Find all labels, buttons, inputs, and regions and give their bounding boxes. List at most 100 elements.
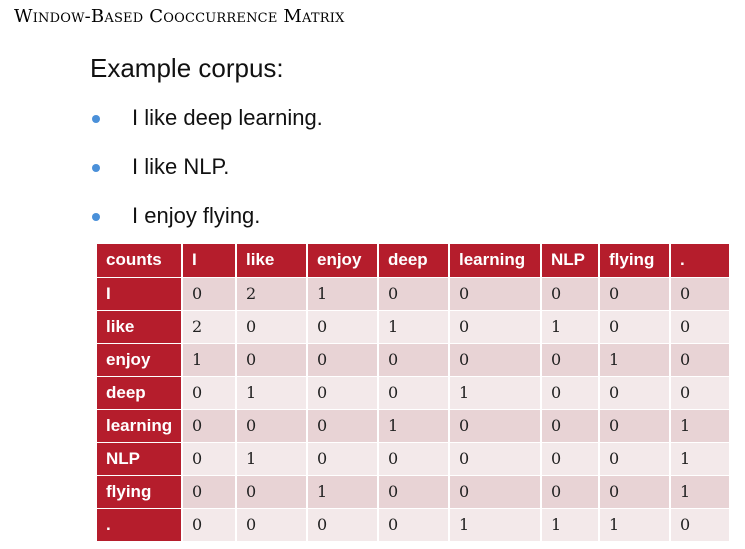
row-header: learning [97,409,183,443]
count-cell: 0 [236,310,308,344]
count-cell: 0 [307,343,379,377]
table-row: flying 0 0 1 0 0 0 0 1 [97,475,731,509]
count-cell: 0 [236,343,308,377]
count-cell: 0 [378,277,450,311]
bullet-icon [92,164,100,172]
count-cell: 0 [599,475,671,509]
count-cell: 1 [541,310,600,344]
row-header: I [97,277,183,311]
table-row: like 2 0 0 1 0 1 0 0 [97,310,731,344]
count-cell: 1 [599,343,671,377]
count-cell: 1 [182,343,237,377]
count-cell: 0 [236,508,308,542]
corpus-sentence-text: I enjoy flying. [132,203,261,228]
count-cell: 1 [541,508,600,542]
count-cell: 0 [541,475,600,509]
count-cell: 0 [182,508,237,542]
count-cell: 0 [182,277,237,311]
count-cell: 0 [670,343,731,377]
count-cell: 0 [541,277,600,311]
count-cell: 0 [599,442,671,476]
count-cell: 0 [599,310,671,344]
corpus-sentence-text: I like NLP. [132,154,230,179]
count-cell: 0 [670,376,731,410]
count-cell: 1 [236,442,308,476]
column-header: enjoy [307,244,379,278]
count-cell: 1 [307,475,379,509]
count-cell: 0 [599,376,671,410]
table-row: deep 0 1 0 0 1 0 0 0 [97,376,731,410]
count-cell: 0 [541,409,600,443]
count-cell: 0 [307,508,379,542]
row-header: . [97,508,183,542]
table-row: enjoy 1 0 0 0 0 0 1 0 [97,343,731,377]
count-cell: 0 [670,508,731,542]
bullet-icon [92,115,100,123]
count-cell: 0 [236,475,308,509]
count-cell: 0 [599,277,671,311]
row-header: NLP [97,442,183,476]
count-cell: 0 [378,475,450,509]
column-header: deep [378,244,450,278]
count-cell: 0 [307,310,379,344]
table-body: I 0 2 1 0 0 0 0 0 like 2 0 0 1 0 1 0 0 enjoy 1 0 0 0 0 0 1 0 deep 0 1… [97,277,731,542]
count-cell: 0 [307,376,379,410]
count-cell: 0 [449,343,542,377]
column-header: I [182,244,237,278]
column-header: counts [97,244,183,278]
count-cell: 0 [670,310,731,344]
count-cell: 1 [670,442,731,476]
count-cell: 0 [449,442,542,476]
count-cell: 0 [541,343,600,377]
count-cell: 0 [378,442,450,476]
count-cell: 0 [378,508,450,542]
count-cell: 1 [449,376,542,410]
count-cell: 0 [449,409,542,443]
count-cell: 0 [182,409,237,443]
column-header: learning [449,244,542,278]
count-cell: 0 [449,277,542,311]
row-header: enjoy [97,343,183,377]
count-cell: 0 [182,475,237,509]
count-cell: 0 [378,376,450,410]
count-cell: 1 [670,409,731,443]
count-cell: 0 [378,343,450,377]
table-header-row: counts I like enjoy deep learning NLP fl… [97,244,731,278]
count-cell: 1 [449,508,542,542]
count-cell: 1 [599,508,671,542]
count-cell: 0 [182,442,237,476]
count-cell: 2 [236,277,308,311]
table-row: NLP 0 1 0 0 0 0 0 1 [97,442,731,476]
count-cell: 0 [307,409,379,443]
corpus-heading: Example corpus: [90,53,284,83]
count-cell: 0 [307,442,379,476]
count-cell: 0 [236,409,308,443]
column-header: like [236,244,308,278]
cooccurrence-matrix-table: counts I like enjoy deep learning NLP fl… [97,244,731,542]
count-cell: 1 [236,376,308,410]
bullet-icon [92,213,100,221]
table-row: learning 0 0 0 1 0 0 0 1 [97,409,731,443]
count-cell: 1 [378,310,450,344]
count-cell: 1 [307,277,379,311]
column-header: . [670,244,731,278]
row-header: flying [97,475,183,509]
count-cell: 1 [670,475,731,509]
slide-title: Window-Based Cooccurrence Matrix [14,6,345,27]
count-cell: 0 [599,409,671,443]
column-header: flying [599,244,671,278]
count-cell: 1 [378,409,450,443]
count-cell: 2 [182,310,237,344]
count-cell: 0 [449,310,542,344]
row-header: deep [97,376,183,410]
count-cell: 0 [449,475,542,509]
count-cell: 0 [541,376,600,410]
count-cell: 0 [541,442,600,476]
count-cell: 0 [182,376,237,410]
count-cell: 0 [670,277,731,311]
corpus-sentence-text: I like deep learning. [132,105,323,130]
row-header: like [97,310,183,344]
column-header: NLP [541,244,600,278]
